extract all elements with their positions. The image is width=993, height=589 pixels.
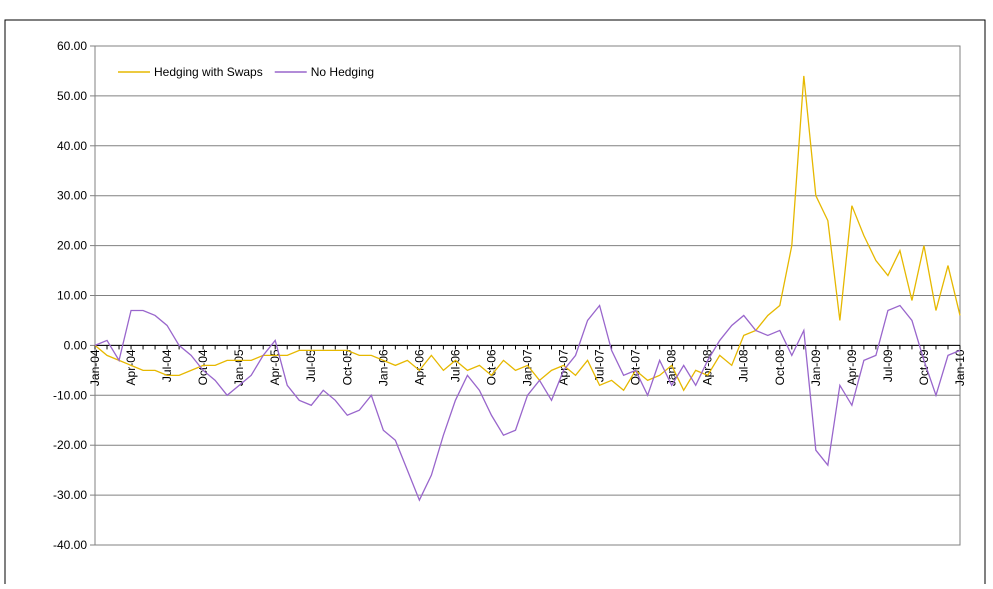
x-tick-label: Apr-08 <box>701 349 715 385</box>
x-tick-label: Oct-05 <box>340 349 354 385</box>
x-tick-label: Jul-08 <box>737 349 751 382</box>
x-tick-label: Oct-04 <box>196 349 210 385</box>
x-tick-label: Jan-08 <box>665 349 679 386</box>
x-tick-label: Jul-07 <box>593 349 607 382</box>
series-line <box>94 304 961 502</box>
x-tick-label: Jan-07 <box>521 349 535 386</box>
x-tick-label: Oct-06 <box>484 349 498 385</box>
chart-frame <box>4 19 986 589</box>
legend-label: No Hedging <box>311 65 374 79</box>
y-tick-label: 10.00 <box>57 289 87 303</box>
x-tick-label: Apr-04 <box>124 349 138 385</box>
x-tick-label: Jul-05 <box>304 349 318 382</box>
y-tick-label: -20.00 <box>53 438 87 452</box>
legend-label: Hedging with Swaps <box>154 65 263 79</box>
y-tick-label: 60.00 <box>57 39 87 53</box>
x-tick-label: Oct-09 <box>917 349 931 385</box>
x-tick-label: Jan-04 <box>88 349 102 386</box>
x-tick-label: Jan-06 <box>376 349 390 386</box>
y-tick-label: 20.00 <box>57 239 87 253</box>
y-tick-label: -30.00 <box>53 488 87 502</box>
x-tick-label: Jul-09 <box>881 349 895 382</box>
x-tick-label: Jan-09 <box>809 349 823 386</box>
x-tick-label: Jan-10 <box>953 349 967 386</box>
x-tick-label: Apr-05 <box>268 349 282 385</box>
x-tick-label: Oct-08 <box>773 349 787 385</box>
x-tick-label: Jul-06 <box>448 349 462 382</box>
y-tick-label: 50.00 <box>57 89 87 103</box>
x-tick-label: Apr-06 <box>412 349 426 385</box>
y-tick-label: -40.00 <box>53 538 87 552</box>
x-tick-label: Jan-05 <box>232 349 246 386</box>
y-tick-label: -10.00 <box>53 388 87 402</box>
x-tick-label: Apr-09 <box>845 349 859 385</box>
y-tick-label: 0.00 <box>64 338 88 352</box>
y-tick-label: 30.00 <box>57 189 87 203</box>
series-line <box>94 75 961 392</box>
x-tick-label: Apr-07 <box>557 349 571 385</box>
y-tick-label: 40.00 <box>57 139 87 153</box>
x-tick-label: Jul-04 <box>160 349 174 382</box>
